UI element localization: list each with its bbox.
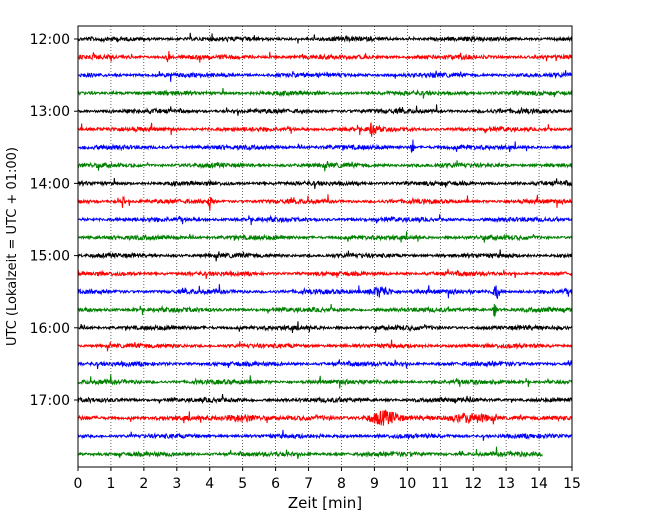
y-axis-ticks: 12:00 13:00 14:00 15:00 16:00 17:00 <box>30 32 78 409</box>
x-tick-label: 4 <box>205 476 214 492</box>
x-tick-label: 3 <box>172 476 181 492</box>
seismic-trace <box>77 409 573 426</box>
x-tick-label: 7 <box>304 476 313 492</box>
y-axis-label: UTC (Lokalzeit = UTC + 01:00) <box>5 147 20 346</box>
y-tick-label: 13:00 <box>30 104 70 120</box>
x-tick-label: 13 <box>497 476 515 492</box>
x-tick-label: 14 <box>530 476 548 492</box>
x-axis-label: Zeit [min] <box>288 494 362 512</box>
seismic-trace <box>77 70 573 82</box>
seismic-trace <box>77 339 573 352</box>
seismic-trace <box>77 446 543 459</box>
x-tick-label: 10 <box>398 476 416 492</box>
x-tick-label: 2 <box>139 476 148 492</box>
y-tick-label: 16:00 <box>30 321 70 337</box>
seismic-trace <box>77 249 573 262</box>
seismic-trace <box>77 104 573 116</box>
seismic-trace <box>77 50 573 63</box>
x-tick-label: 15 <box>563 476 581 492</box>
seismic-trace <box>77 214 573 226</box>
y-tick-label: 15:00 <box>30 249 70 265</box>
seismic-trace <box>77 321 573 333</box>
x-tick-label: 1 <box>106 476 115 492</box>
seismic-trace <box>77 177 573 189</box>
plot-frame <box>77 25 573 468</box>
seismic-trace <box>77 160 573 172</box>
seismic-trace <box>77 429 573 441</box>
seismic-traces <box>77 32 573 459</box>
seismic-trace <box>77 359 573 370</box>
seismic-trace <box>77 139 573 153</box>
seismic-trace <box>77 194 573 212</box>
seismic-trace <box>77 393 573 405</box>
y-tick-label: 17:00 <box>30 393 70 409</box>
seismic-trace <box>77 231 573 243</box>
seismic-trace <box>77 87 573 99</box>
seismic-trace <box>77 32 573 44</box>
x-axis-ticks: 0 1 2 3 4 5 6 7 8 9 10 11 12 13 14 15 <box>74 467 581 492</box>
x-tick-label: 9 <box>370 476 379 492</box>
x-tick-label: 12 <box>464 476 482 492</box>
x-tick-label: 11 <box>431 476 449 492</box>
seismic-trace <box>77 268 573 280</box>
y-tick-label: 14:00 <box>30 176 70 192</box>
seismic-trace <box>77 374 573 389</box>
seismic-trace <box>77 122 573 137</box>
seismic-trace <box>77 284 573 299</box>
x-tick-label: 8 <box>337 476 346 492</box>
seismic-trace <box>77 303 573 318</box>
x-tick-label: 5 <box>238 476 247 492</box>
x-tick-label: 0 <box>74 476 83 492</box>
x-tick-label: 6 <box>271 476 280 492</box>
y-tick-label: 12:00 <box>30 32 70 48</box>
